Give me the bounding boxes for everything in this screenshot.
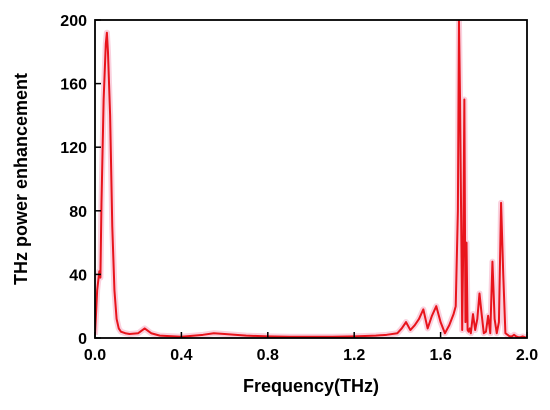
x-tick-label: 2.0 xyxy=(516,347,538,364)
x-tick-label: 0.0 xyxy=(84,347,106,364)
x-tick-label: 1.6 xyxy=(429,347,451,364)
y-tick-label: 120 xyxy=(60,140,87,157)
x-tick-label: 1.2 xyxy=(343,347,365,364)
y-tick-label: 160 xyxy=(60,77,87,94)
y-axis-title: THz power enhancement xyxy=(11,73,31,285)
y-tick-label: 200 xyxy=(60,13,87,30)
y-tick-label: 0 xyxy=(78,331,87,348)
plot-frame xyxy=(94,19,528,339)
series-line xyxy=(95,20,527,338)
y-tick-label: 40 xyxy=(69,267,87,284)
x-tick-label: 0.4 xyxy=(170,347,192,364)
x-tick-label: 0.8 xyxy=(257,347,279,364)
y-tick-label: 80 xyxy=(69,204,87,221)
x-axis-title: Frequency(THz) xyxy=(243,376,379,396)
